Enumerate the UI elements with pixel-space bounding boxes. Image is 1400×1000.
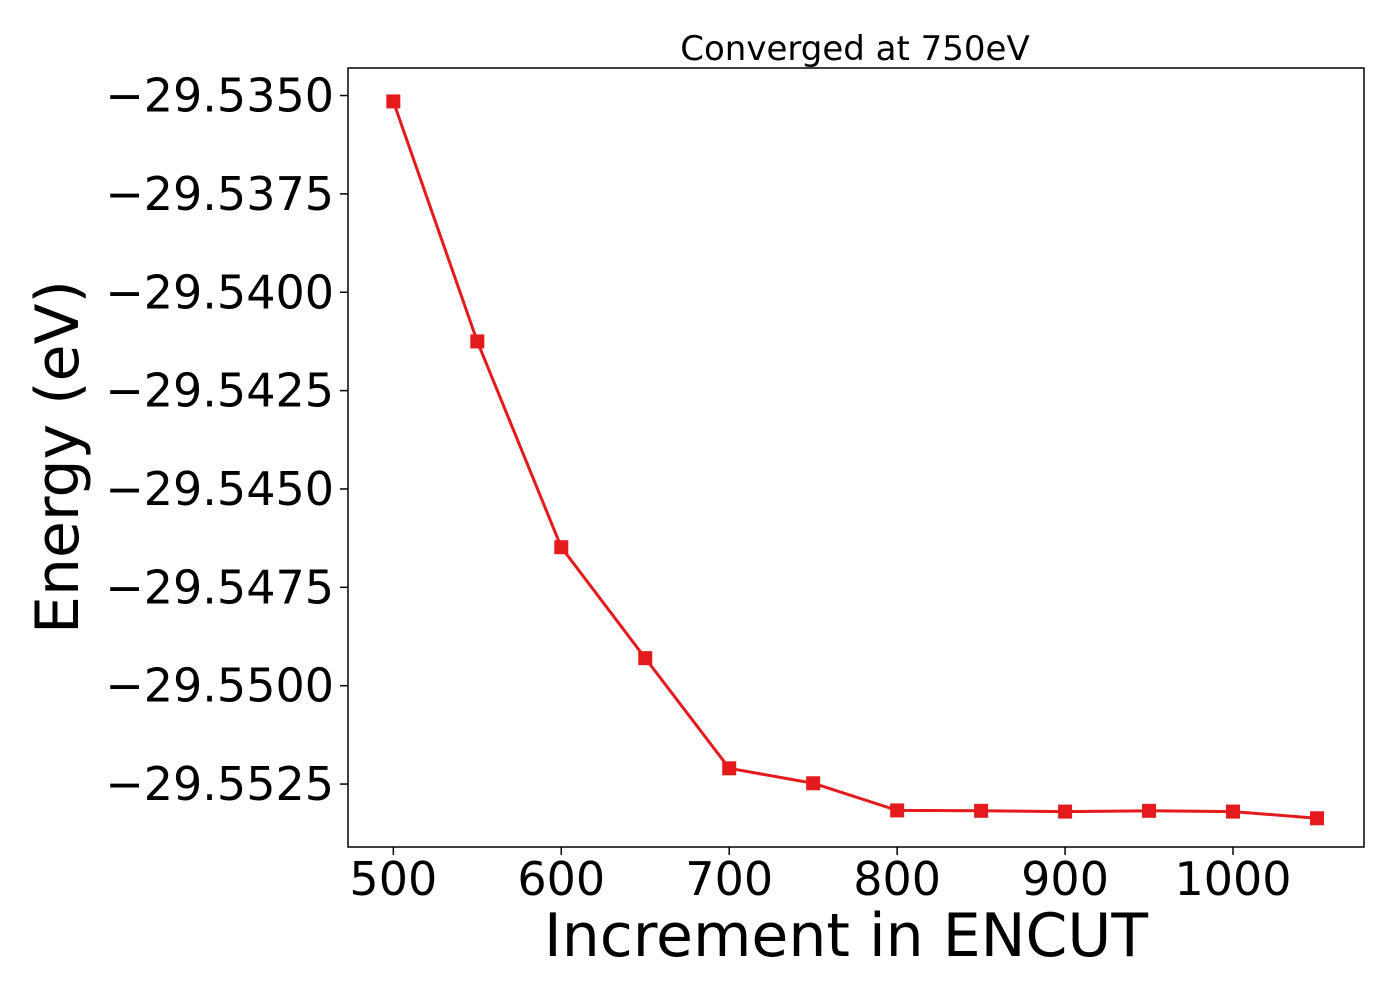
data-point-marker xyxy=(1142,803,1157,818)
data-point-marker xyxy=(974,803,989,818)
x-tick-label: 1000 xyxy=(1174,852,1291,906)
plot-frame xyxy=(347,67,1365,848)
data-point-marker xyxy=(1226,804,1241,819)
y-tick-label: −29.5400 xyxy=(105,265,334,319)
x-axis-title: Increment in ENCUT xyxy=(544,901,1148,971)
x-tick-label: 600 xyxy=(517,852,605,906)
x-axis: 500 600 700 800 900 1000 xyxy=(349,847,1292,906)
data-point-marker xyxy=(722,761,737,776)
series-layer xyxy=(386,94,1324,826)
y-tick-label: −29.5450 xyxy=(105,462,334,516)
data-point-marker xyxy=(806,776,821,791)
y-tick-label: −29.5525 xyxy=(105,757,334,811)
y-tick-label: −29.5425 xyxy=(105,364,334,418)
y-axis: −29.5350 −29.5375 −29.5400 −29.5425 −29.5450… xyxy=(105,69,348,811)
y-axis-title: Energy (eV) xyxy=(23,280,93,634)
y-tick-label: −29.5375 xyxy=(105,167,334,221)
x-tick-label: 900 xyxy=(1021,852,1109,906)
x-tick-label: 500 xyxy=(349,852,437,906)
x-tick-label: 800 xyxy=(853,852,941,906)
y-tick-label: −29.5500 xyxy=(105,659,334,713)
data-point-marker xyxy=(554,540,569,555)
data-point-marker xyxy=(386,94,401,109)
chart-title: Converged at 750eV xyxy=(680,29,1029,69)
y-tick-label: −29.5475 xyxy=(105,560,334,614)
data-point-marker xyxy=(470,334,485,349)
data-point-marker xyxy=(1309,811,1324,826)
y-tick-label: −29.5350 xyxy=(105,69,334,123)
data-point-marker xyxy=(1058,804,1073,819)
x-tick-label: 700 xyxy=(685,852,773,906)
series-line xyxy=(391,100,1318,820)
data-point-marker xyxy=(890,803,905,818)
data-point-marker xyxy=(638,651,653,666)
